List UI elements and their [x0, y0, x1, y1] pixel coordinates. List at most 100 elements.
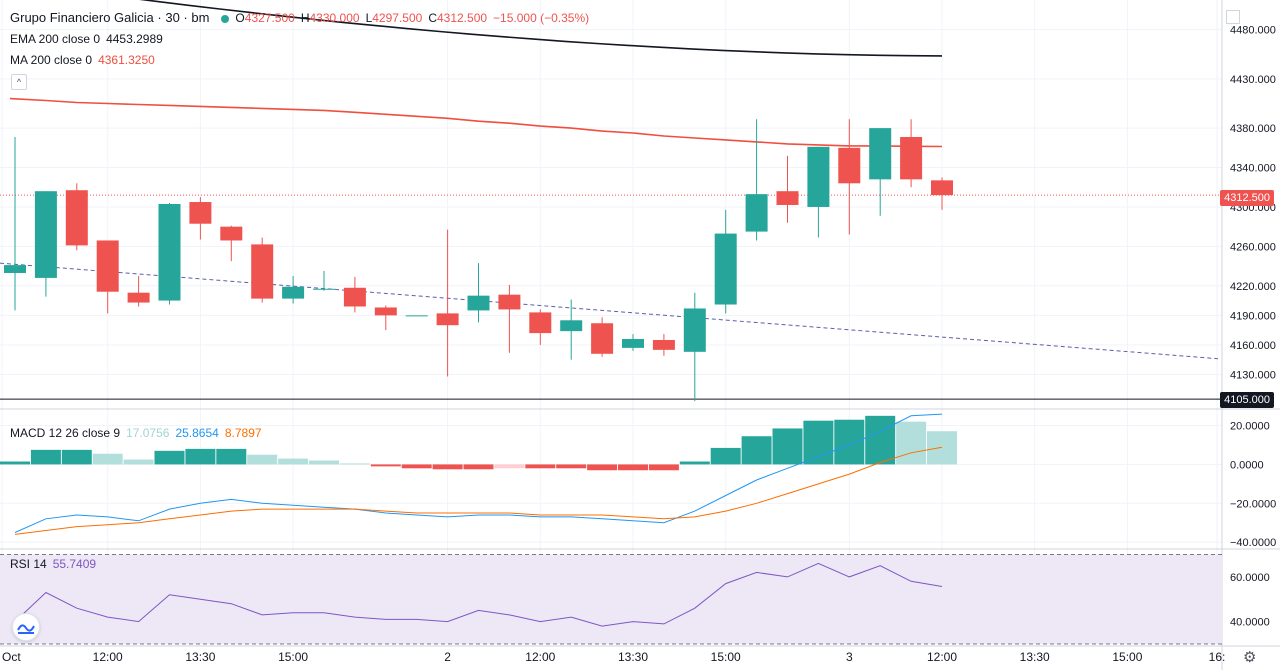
main-legend: Grupo Financiero Galicia · 30 · bm O4327.… [10, 10, 601, 25]
ema-label: EMA 200 close 0 [10, 32, 101, 46]
macd-pane [0, 413, 957, 535]
symbol-title[interactable]: Grupo Financiero Galicia · 30 · bm [10, 10, 210, 25]
ohlc-values: O4327.500 H4330.000 L4297.500 C4312.500 −15.… [235, 11, 590, 25]
candle-body [560, 320, 583, 332]
price-tick-label: 4430.000 [1230, 74, 1276, 86]
x-tick-label: 13:30 [1020, 650, 1050, 664]
candle-body [343, 287, 366, 307]
macd-histogram-bar [278, 458, 309, 465]
macd-hist-value: 17.0756 [126, 426, 170, 440]
price-tick-label: 4190.000 [1230, 310, 1276, 322]
candle-body [436, 313, 459, 326]
macd-histogram-bar [741, 436, 772, 465]
candle-body [931, 180, 953, 196]
price-pane [0, 0, 1222, 402]
price-tick-label: 4380.000 [1230, 123, 1276, 135]
rsi-line [14, 562, 943, 627]
rsi-legend[interactable]: RSI 14 55.7409 [10, 557, 102, 571]
rsi-tick-label: 60.0000 [1230, 572, 1270, 584]
gridlines [0, 0, 1222, 644]
rsi-tick-label: 40.0000 [1230, 617, 1270, 629]
macd-histogram-bar [123, 459, 154, 465]
macd-histogram-bar [432, 464, 463, 470]
x-tick-label: 12:00 [525, 650, 555, 664]
macd-histogram-bar [896, 421, 927, 465]
candle-body [591, 323, 614, 354]
macd-histogram-bar [61, 449, 92, 465]
candle-body [282, 286, 305, 299]
candle-body [838, 147, 861, 184]
macd-tick-label: −40.0000 [1230, 537, 1276, 549]
pane-maximize-button[interactable] [1226, 10, 1240, 24]
candle-body [34, 191, 57, 278]
candle-body [529, 312, 552, 334]
macd-line-value: 25.8654 [175, 426, 219, 440]
macd-histogram-bar [370, 464, 401, 467]
x-tick-label: 15:00 [711, 650, 741, 664]
support-price-tag: 4105.000 [1220, 392, 1274, 408]
collapse-legend-button[interactable]: ^ [11, 74, 27, 90]
macd-histogram-bar [865, 415, 896, 465]
x-tick-label: 12:00 [93, 650, 123, 664]
ema-legend[interactable]: EMA 200 close 0 4453.2989 [10, 32, 169, 46]
macd-tick-label: 0.0000 [1230, 459, 1264, 471]
rsi-pane [0, 553, 1222, 645]
macd-histogram-bar [463, 464, 494, 470]
candle-body [714, 233, 737, 305]
candle-body [807, 146, 830, 207]
macd-histogram-bar [648, 464, 679, 471]
macd-histogram-bar [556, 464, 587, 469]
market-status-icon [221, 14, 230, 23]
ma-200-line [9, 97, 943, 148]
x-tick-label: 15:00 [1112, 650, 1142, 664]
x-tick-label: 3 [846, 650, 853, 664]
macd-signal-line [14, 446, 943, 535]
rsi-value: 55.7409 [52, 557, 97, 571]
price-tick-label: 4130.000 [1230, 369, 1276, 381]
candle-body [869, 128, 892, 180]
price-tick-label: 4220.000 [1230, 281, 1276, 293]
price-tick-label: 4480.000 [1230, 25, 1276, 37]
settings-gear-icon[interactable]: ⚙ [1243, 649, 1257, 666]
macd-legend[interactable]: MACD 12 26 close 9 17.0756 25.8654 8.7897 [10, 426, 268, 440]
rsi-band [0, 554, 1222, 644]
candle-body [467, 295, 490, 311]
macd-histogram-bar [309, 460, 339, 465]
candle-body [622, 339, 644, 348]
macd-line [14, 413, 943, 533]
macd-histogram-bar [803, 420, 834, 465]
trend-line [0, 262, 1219, 360]
candle-body [127, 292, 150, 303]
macd-label: MACD 12 26 close 9 [10, 426, 121, 440]
macd-histogram-bar [587, 464, 618, 471]
price-tick-label: 4340.000 [1230, 163, 1276, 175]
scroll-to-realtime-button[interactable] [12, 613, 40, 641]
macd-histogram-bar [185, 448, 216, 465]
x-tick-label: 2 [444, 650, 451, 664]
candle-body [251, 244, 274, 299]
macd-histogram-bar [92, 453, 123, 465]
macd-histogram-bar [30, 449, 61, 465]
macd-histogram-bar [401, 464, 432, 469]
candle-body [65, 190, 88, 246]
candle-body [776, 191, 799, 205]
ma-value: 4361.3250 [98, 53, 155, 67]
last-price-tag: 4312.500 [1220, 190, 1274, 206]
macd-histogram-bar [710, 447, 741, 465]
ma-legend[interactable]: MA 200 close 0 4361.3250 [10, 53, 161, 67]
macd-tick-label: −20.0000 [1230, 498, 1276, 510]
candle-body [405, 315, 428, 317]
x-tick-label: 16: [1209, 650, 1226, 664]
x-tick-label: 12:00 [927, 650, 957, 664]
candle-body [498, 294, 521, 310]
candle-body [189, 202, 212, 224]
macd-signal-value: 8.7897 [224, 426, 262, 440]
x-tick-label: 13:30 [618, 650, 648, 664]
axes: Oct 12:00 13:30 15:00 2 12:00 13:30 15:00 3 12:00… [2, 25, 1276, 664]
macd-histogram-bar [679, 461, 710, 465]
candle-body [313, 288, 335, 290]
candle-body [683, 308, 706, 352]
x-tick-label: 13:30 [185, 650, 215, 664]
candle-body [374, 307, 397, 316]
